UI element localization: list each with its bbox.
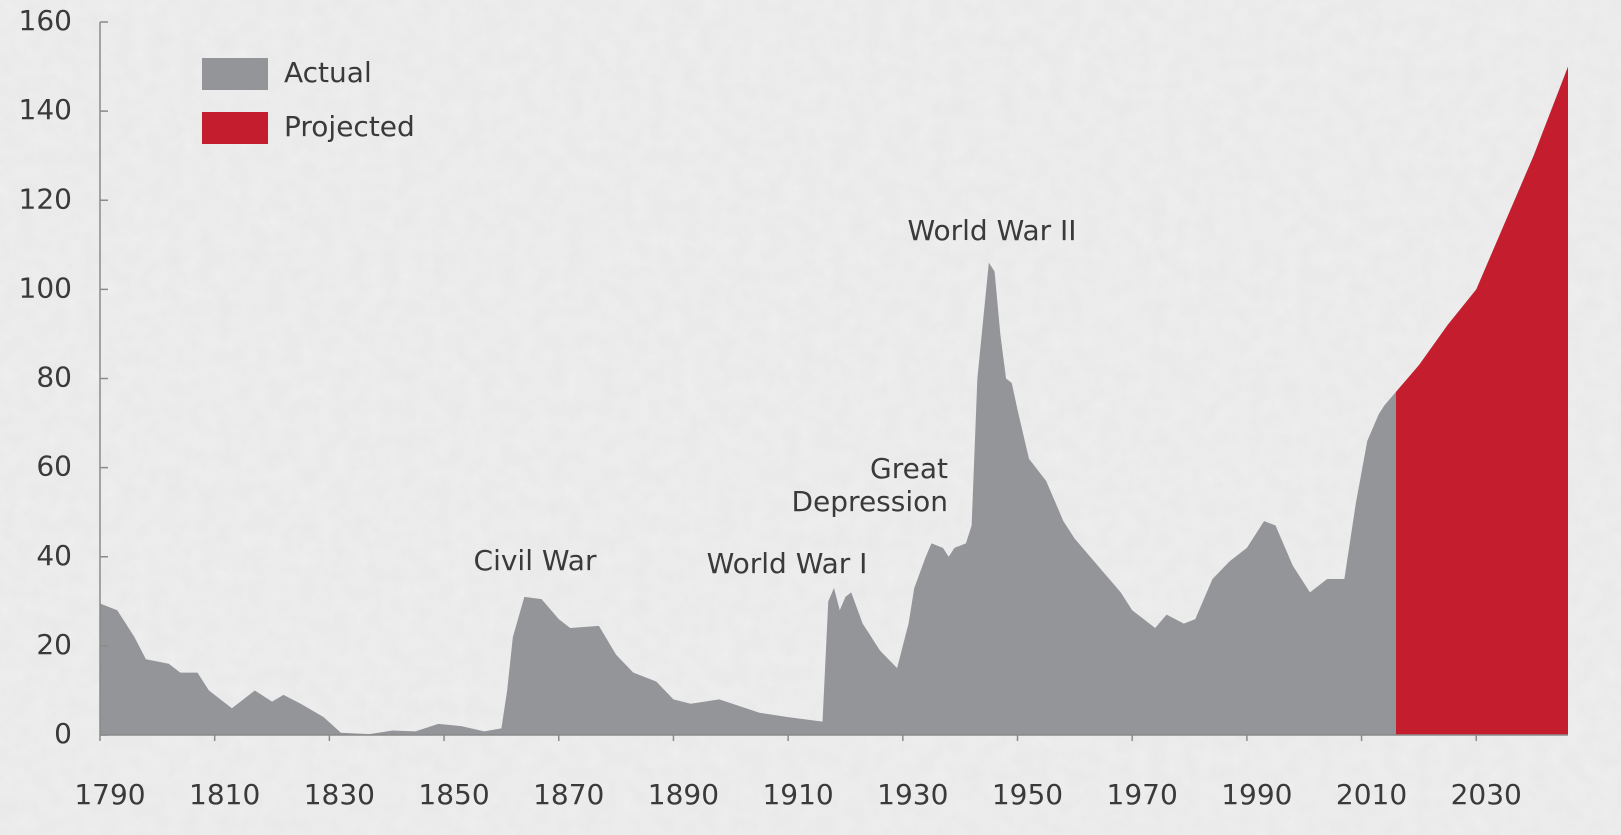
annotation: Civil War — [474, 544, 597, 577]
y-tick-label: 60 — [36, 450, 72, 483]
area — [100, 262, 1396, 735]
y-tick-label: 40 — [36, 539, 72, 572]
y-tick-label: 0 — [54, 717, 72, 750]
y-tick-label: 20 — [36, 628, 72, 661]
x-tick-label: 1810 — [189, 778, 260, 811]
legend-label: Actual — [284, 56, 372, 89]
legend-label: Projected — [284, 110, 415, 143]
annotation: World War I — [707, 547, 868, 580]
y-tick-label: 160 — [19, 4, 72, 37]
annotation: Depression — [791, 485, 948, 518]
x-tick-label: 2030 — [1451, 778, 1522, 811]
x-tick-label: 1910 — [762, 778, 833, 811]
legend-swatch — [202, 58, 268, 90]
area — [1395, 66, 1568, 735]
annotation: World War II — [907, 214, 1076, 247]
x-tick-label: 1970 — [1107, 778, 1178, 811]
y-tick-label: 140 — [19, 93, 72, 126]
x-tick-label: 1850 — [418, 778, 489, 811]
x-tick-label: 1990 — [1221, 778, 1292, 811]
y-tick-label: 80 — [36, 361, 72, 394]
x-tick-label: 1830 — [304, 778, 375, 811]
y-tick-label: 120 — [19, 182, 72, 215]
legend-swatch — [202, 112, 268, 144]
x-tick-label: 1950 — [992, 778, 1063, 811]
x-tick-label: 1890 — [648, 778, 719, 811]
x-tick-label: 1870 — [533, 778, 604, 811]
x-tick-label: 2010 — [1336, 778, 1407, 811]
x-tick-label: 1790 — [74, 778, 145, 811]
x-tick-label: 1930 — [877, 778, 948, 811]
y-tick-label: 100 — [19, 271, 72, 304]
annotation: Great — [870, 452, 948, 485]
